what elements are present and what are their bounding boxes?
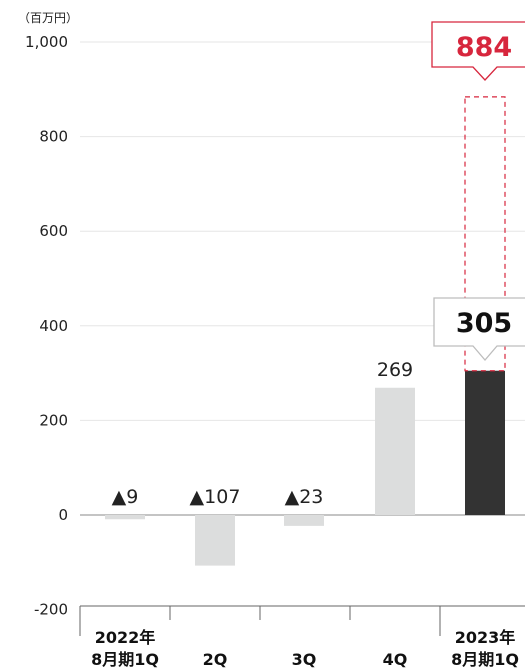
y-tick-label: 200 <box>39 411 68 429</box>
x-axis: 2022年 8月期1Q 2Q 3Q 4Q 2023年 8月期1Q <box>79 605 525 669</box>
data-label: 269 <box>377 359 413 381</box>
data-label: ▲9 <box>112 486 139 508</box>
y-tick-label: 600 <box>39 222 68 240</box>
forecast-callout-box <box>431 21 525 81</box>
data-labels: ▲9 ▲107 ▲23 269 <box>112 359 413 508</box>
data-label: ▲23 <box>285 486 324 508</box>
y-tick-label: 0 <box>58 506 68 524</box>
bar <box>284 515 324 526</box>
x-category-label: 2022年 <box>95 628 156 647</box>
data-label: ▲107 <box>190 486 241 508</box>
bar <box>105 515 145 520</box>
bar <box>195 515 235 566</box>
y-tick-label: 800 <box>39 128 68 146</box>
forecast-callout-label: 884 <box>456 32 512 63</box>
y-tick-label: 400 <box>39 317 68 335</box>
bars <box>105 370 505 566</box>
grid <box>80 41 525 516</box>
x-category-label: 8月期1Q <box>451 650 519 669</box>
x-category-label: 3Q <box>292 650 317 669</box>
x-category-label: 4Q <box>383 650 408 669</box>
x-category-label: 2Q <box>203 650 228 669</box>
y-tick-label: 1,000 <box>25 33 68 51</box>
x-category-label: 8月期1Q <box>91 650 159 669</box>
actual-callout-box <box>433 297 525 361</box>
unit-label: （百万円） <box>18 11 78 25</box>
bar <box>375 387 415 515</box>
bar <box>465 370 505 515</box>
forecast-outline <box>464 96 506 372</box>
forecast-group: 884 305 <box>431 21 525 372</box>
x-category-label: 2023年 <box>455 628 516 647</box>
y-tick-label: -200 <box>34 601 68 619</box>
actual-callout-label: 305 <box>456 308 512 339</box>
y-axis-ticks: 1,000 800 600 400 200 0 -200 <box>25 33 68 619</box>
